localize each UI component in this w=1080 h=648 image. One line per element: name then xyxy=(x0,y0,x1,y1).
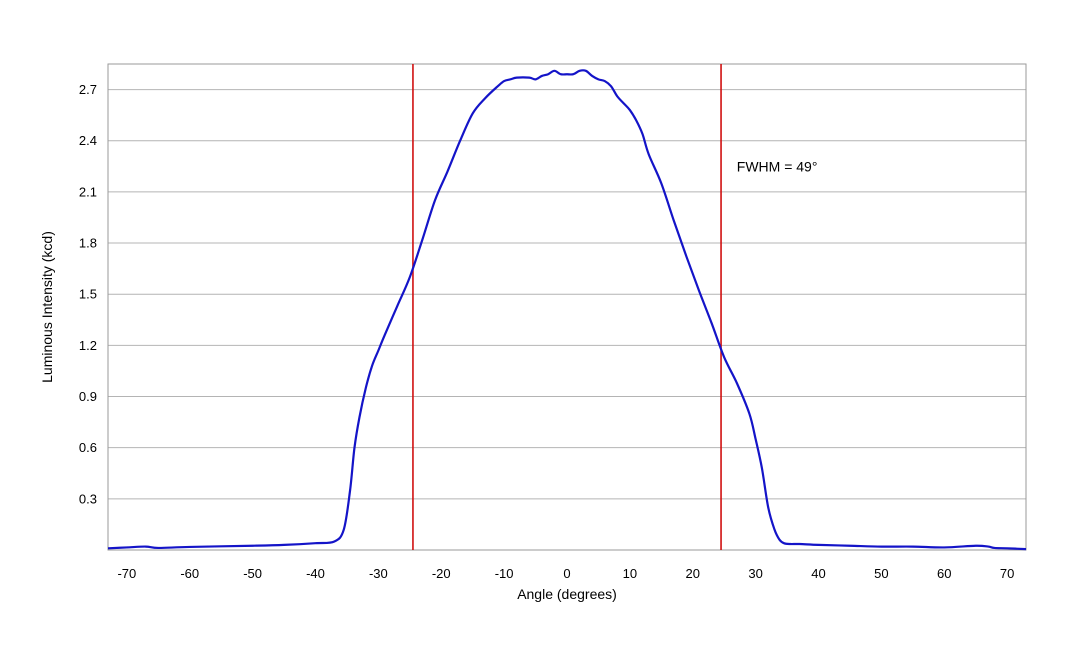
grid-layer xyxy=(108,89,1026,500)
series-layer xyxy=(107,69,1027,551)
y-tick-label: 1.2 xyxy=(79,338,97,353)
fwhm-annotation: FWHM = 49° xyxy=(737,158,818,174)
x-tick-label: 0 xyxy=(563,566,570,581)
y-tick-label: 0.6 xyxy=(79,440,97,455)
x-axis-ticks: -70 -60 -50 -40 -30 -20 -10 0 10 20 30 40 50 60 70 xyxy=(117,566,1014,581)
y-tick-label: 0.3 xyxy=(79,491,97,506)
y-axis-ticks: 0.3 0.6 0.9 1.2 1.5 1.8 2.1 2.4 2.7 xyxy=(79,82,97,506)
x-tick-label: 40 xyxy=(811,566,825,581)
annotation-layer: FWHM = 49° xyxy=(737,158,818,174)
x-tick-label: -20 xyxy=(432,566,451,581)
y-tick-label: 2.4 xyxy=(79,133,97,148)
x-tick-label: -50 xyxy=(243,566,262,581)
x-tick-label: 70 xyxy=(1000,566,1014,581)
y-tick-label: 0.9 xyxy=(79,389,97,404)
x-axis-title: Angle (degrees) xyxy=(517,586,617,602)
y-tick-label: 2.1 xyxy=(79,184,97,199)
marker-layer xyxy=(412,64,722,550)
y-tick-label: 2.7 xyxy=(79,82,97,97)
y-tick-label: 1.8 xyxy=(79,236,97,251)
x-tick-label: -30 xyxy=(369,566,388,581)
x-tick-label: 10 xyxy=(623,566,637,581)
plot-frame xyxy=(107,63,1027,551)
series-line-0 xyxy=(107,69,1027,551)
x-tick-label: 20 xyxy=(686,566,700,581)
y-tick-label: 1.5 xyxy=(79,287,97,302)
x-tick-label: -40 xyxy=(306,566,325,581)
x-tick-label: 30 xyxy=(748,566,762,581)
x-tick-label: 60 xyxy=(937,566,951,581)
x-tick-label: 50 xyxy=(874,566,888,581)
x-tick-label: -10 xyxy=(495,566,514,581)
x-tick-label: -60 xyxy=(180,566,199,581)
x-tick-label: -70 xyxy=(117,566,136,581)
y-axis-title: Luminous Intensity (kcd) xyxy=(39,231,55,383)
